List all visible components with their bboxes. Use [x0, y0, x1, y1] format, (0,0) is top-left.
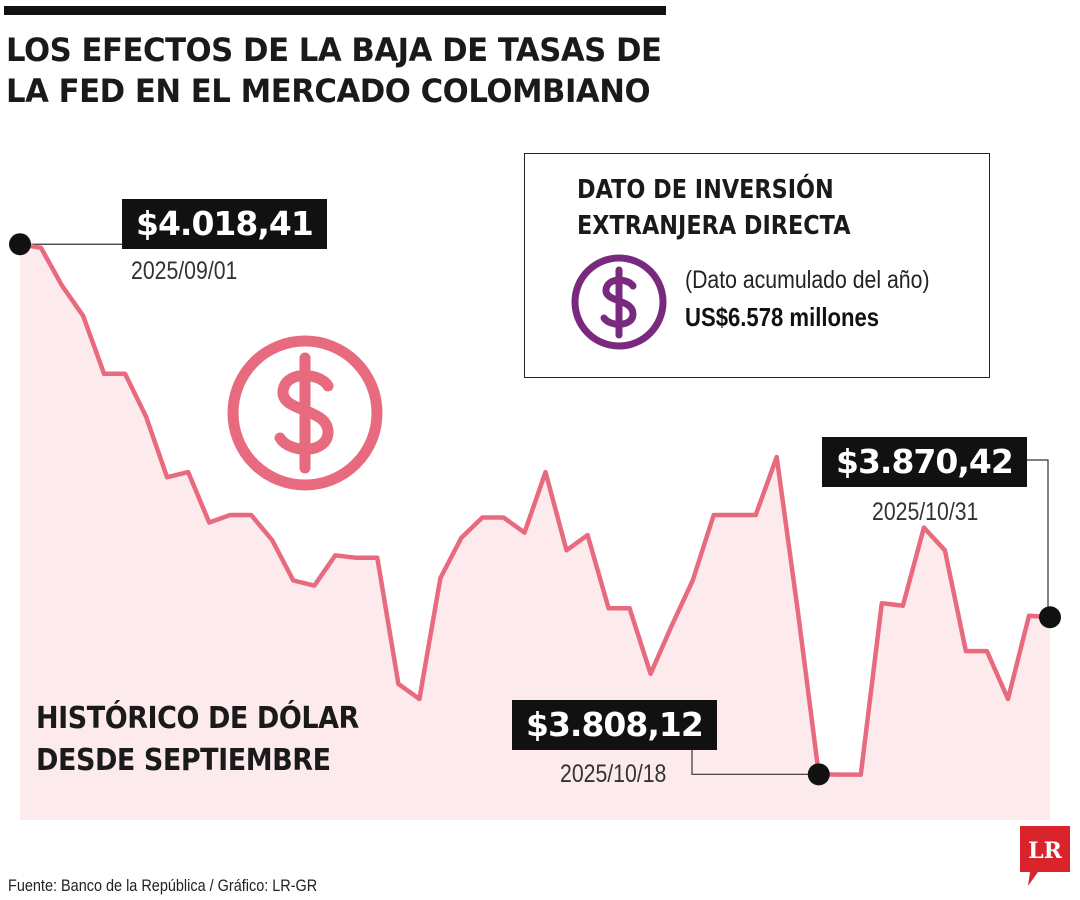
fdi-info-box: DATO DE INVERSIÓN EXTRANJERA DIRECTA (Da…: [524, 153, 990, 378]
leader-min: [691, 750, 819, 775]
data-point: [774, 455, 779, 459]
fdi-title-line-1: DATO DE INVERSIÓN: [577, 175, 834, 205]
data-point: [1005, 697, 1010, 701]
series-caption-line-1: HISTÓRICO DE DÓLAR: [36, 701, 359, 736]
data-point: [942, 548, 947, 553]
price-tag-start: $4.018,41: [122, 199, 327, 249]
data-point: [270, 538, 275, 543]
chart-line: [17, 241, 1053, 777]
date-label-end: 2025/10/31: [872, 498, 979, 526]
data-point: [732, 512, 737, 517]
data-point: [711, 512, 716, 517]
svg-text:LR: LR: [1028, 838, 1062, 864]
data-point: [900, 603, 905, 608]
fdi-note: (Dato acumulado del año): [685, 266, 930, 294]
data-point: [879, 601, 884, 606]
data-point: [249, 512, 254, 517]
highlight-markers: [9, 233, 1061, 786]
data-point: [921, 525, 926, 530]
price-tag-end: $3.870,42: [822, 437, 1027, 487]
data-point: [396, 681, 401, 686]
data-point: [438, 576, 443, 580]
date-label-start: 2025/09/01: [131, 257, 238, 285]
data-point: [543, 470, 548, 475]
dollar-circle-icon: [227, 335, 383, 491]
data-point: [564, 548, 569, 553]
title-line-1: LOS EFECTOS DE LA BAJA DE TASAS DE: [6, 31, 662, 69]
data-point: [858, 772, 863, 777]
data-point: [39, 245, 44, 250]
data-point: [333, 553, 338, 558]
data-point: [480, 515, 485, 520]
data-point: [186, 470, 191, 475]
data-point: [669, 623, 674, 628]
fdi-title-line-2: EXTRANJERA DIRECTA: [577, 211, 851, 241]
data-point: [312, 583, 317, 588]
data-point: [144, 414, 149, 419]
series-caption-line-2: DESDE SEPTIEMBRE: [36, 743, 331, 778]
data-point: [207, 520, 212, 525]
lr-logo: LR: [1020, 826, 1070, 886]
data-point: [753, 512, 758, 517]
data-point: [648, 671, 653, 676]
data-point: [165, 475, 170, 480]
data-point: [228, 512, 233, 517]
data-point: [627, 606, 632, 611]
chart-area-fill: [20, 244, 1050, 820]
series-caption: HISTÓRICO DE DÓLAR DESDE SEPTIEMBRE: [36, 698, 359, 782]
marker-start: [9, 233, 31, 256]
dollar-circle-icon: [571, 254, 667, 350]
top-rule: [4, 6, 666, 15]
fdi-value: US$6.578 millones: [685, 302, 880, 332]
data-point: [417, 697, 422, 701]
data-point: [795, 608, 800, 613]
data-point: [354, 555, 359, 560]
data-point: [60, 283, 65, 288]
source-note: Fuente: Banco de la República / Gráfico:…: [8, 876, 318, 895]
data-point: [375, 555, 380, 560]
data-point: [459, 535, 464, 540]
data-point: [291, 578, 296, 583]
marker-min: [807, 763, 830, 786]
data-point: [984, 649, 989, 654]
data-point: [123, 371, 128, 376]
data-point: [522, 530, 527, 535]
marker-end: [1039, 606, 1061, 629]
data-point: [1026, 613, 1031, 618]
price-tag-min: $3.808,12: [512, 700, 717, 750]
data-point: [837, 772, 842, 777]
data-point: [606, 606, 611, 611]
data-point: [690, 578, 695, 583]
data-point: [102, 371, 107, 376]
data-point: [585, 533, 590, 538]
title-line-2: LA FED EN EL MERCADO COLOMBIANO: [6, 72, 651, 110]
page-title: LOS EFECTOS DE LA BAJA DE TASAS DE LA FE…: [6, 30, 668, 112]
fdi-title: DATO DE INVERSIÓN EXTRANJERA DIRECTA: [577, 172, 851, 244]
data-point: [963, 649, 968, 654]
date-label-min: 2025/10/18: [560, 760, 667, 788]
data-point: [501, 515, 506, 520]
data-point: [81, 313, 86, 318]
